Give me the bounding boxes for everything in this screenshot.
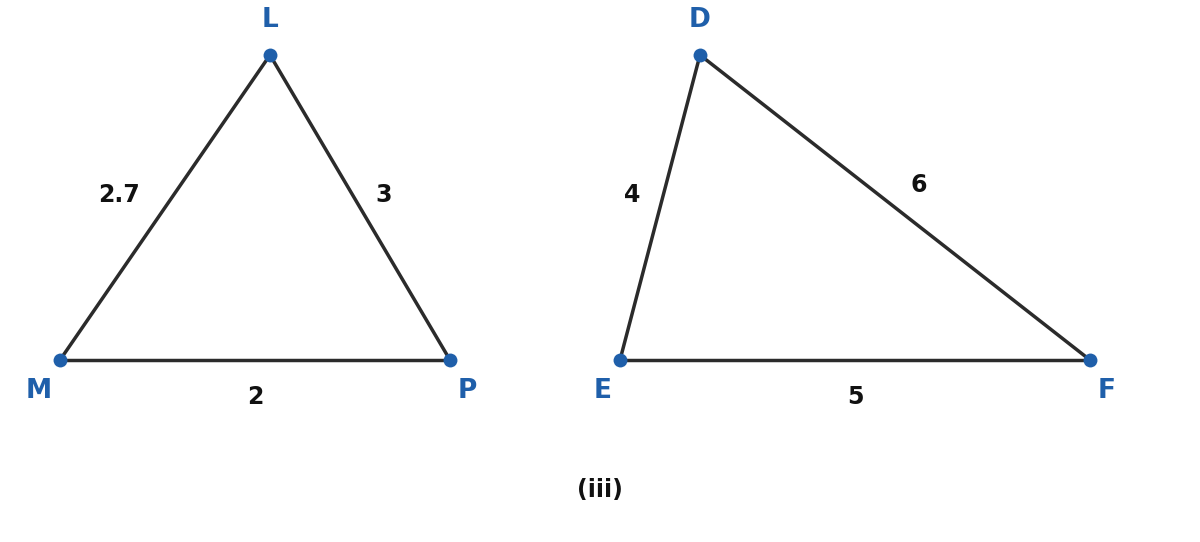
Text: E: E — [594, 378, 612, 404]
Text: F: F — [1098, 378, 1116, 404]
Text: 4: 4 — [624, 183, 640, 207]
Point — [1080, 356, 1099, 364]
Point — [690, 50, 709, 59]
Point — [260, 50, 280, 59]
Text: 2: 2 — [247, 385, 263, 409]
Point — [50, 356, 70, 364]
Text: 3: 3 — [374, 183, 391, 207]
Text: (iii): (iii) — [577, 478, 623, 502]
Text: 2.7: 2.7 — [98, 183, 140, 207]
Text: D: D — [689, 7, 710, 33]
Point — [611, 356, 630, 364]
Text: P: P — [458, 378, 478, 404]
Text: L: L — [262, 7, 278, 33]
Text: 5: 5 — [847, 385, 863, 409]
Text: 6: 6 — [910, 173, 926, 197]
Text: M: M — [26, 378, 52, 404]
Point — [440, 356, 460, 364]
